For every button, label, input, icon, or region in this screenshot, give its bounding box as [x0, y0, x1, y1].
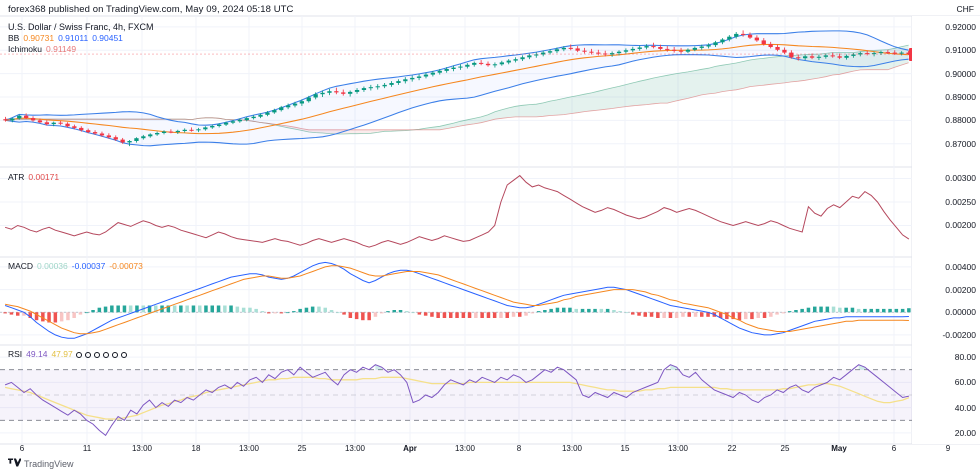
time-axis-label: 13:00 [561, 444, 583, 453]
rsi-setting-dot-icon [102, 351, 109, 358]
legend-ichimoku-value-1: 0.91149 [46, 44, 77, 54]
rsi-setting-dot-icon [84, 351, 91, 358]
legend-macd-value-1: 0.00036 [37, 261, 68, 271]
axis-tick-label: 0.92000 [945, 21, 976, 32]
time-axis-label: 15 [620, 444, 630, 453]
time-axis-label: 9 [945, 444, 951, 453]
time-axis-label: 6 [891, 444, 897, 453]
legend-bb-label: BB [8, 33, 20, 43]
price-axis-currency: CHF [956, 4, 974, 14]
time-axis-label: 25 [780, 444, 790, 453]
axis-tick-label: 20.00 [954, 427, 976, 438]
time-axis-label: Apr [403, 444, 417, 453]
legend-ichimoku-label: Ichimoku [8, 44, 43, 54]
rsi-setting-dot-icon [120, 351, 127, 358]
tradingview-logo: TradingView [8, 458, 74, 469]
symbol-title[interactable]: U.S. Dollar / Swiss Franc, 4h, FXCM [8, 22, 154, 32]
legend-macd-value-2: -0.00037 [71, 261, 106, 271]
rsi-setting-dot-icon [111, 351, 118, 358]
axis-tick-label: 0.91000 [945, 45, 976, 56]
axis-tick-label: 80.00 [954, 352, 976, 363]
time-axis-label: 6 [19, 444, 25, 453]
time-axis-label: 22 [727, 444, 737, 453]
legend-macd[interactable]: MACD 0.00036 -0.00037 -0.00073 [8, 261, 143, 272]
legend-rsi-value-2: 47.97 [51, 349, 73, 359]
axis-tick-label: 0.89000 [945, 92, 976, 103]
axis-tick-label: -0.00200 [942, 329, 976, 340]
legend-rsi[interactable]: RSI 49.14 47.97 [8, 349, 127, 360]
legend-atr[interactable]: ATR 0.00171 [8, 172, 59, 183]
legend-bb-value-1: 0.90731 [23, 33, 55, 43]
price-axis[interactable]: 0.92000 0.91000 0.90000 0.89000 0.88000 0.870… [912, 16, 980, 444]
legend-rsi-value-1: 49.14 [26, 349, 48, 359]
attribution-text: forex368 published on TradingView.com, M… [8, 4, 294, 15]
legend-ichimoku[interactable]: Ichimoku 0.91149 [8, 44, 76, 55]
legend-bollinger-bands[interactable]: BB 0.90731 0.91011 0.90451 [8, 33, 123, 44]
time-axis-label: 13:00 [131, 444, 153, 453]
axis-tick-label: 0.00200 [945, 220, 976, 231]
time-axis-label: 13:00 [238, 444, 260, 453]
axis-tick-label: 0.00400 [945, 261, 976, 272]
time-axis-label: May [831, 444, 847, 453]
legend-bb-value-2: 0.91011 [58, 33, 89, 43]
time-axis-label: 25 [297, 444, 307, 453]
axis-tick-label: 60.00 [954, 377, 976, 388]
time-axis-label: 13:00 [344, 444, 366, 453]
axis-tick-label: 0.90000 [945, 68, 976, 79]
time-axis-label: 13:00 [667, 444, 689, 453]
axis-tick-label: 0.87000 [945, 138, 976, 149]
time-axis[interactable]: 6 11 13:00 18 13:00 25 13:00 Apr 13:00 8 13:00 15 13… [0, 444, 980, 458]
time-axis-label: 8 [516, 444, 522, 453]
legend-macd-value-3: -0.00073 [109, 261, 143, 271]
rsi-setting-dot-icon [75, 351, 82, 358]
axis-tick-label: 0.00200 [945, 284, 976, 295]
legend-rsi-label: RSI [8, 349, 23, 359]
axis-tick-label: 0.00250 [945, 196, 976, 207]
axis-tick-label: 0.00000 [945, 307, 976, 318]
time-axis-label: 18 [191, 444, 201, 453]
axis-tick-label: 40.00 [954, 402, 976, 413]
legend-bb-value-3: 0.90451 [92, 33, 123, 43]
time-axis-label: 13:00 [454, 444, 476, 453]
tradingview-wordmark: TradingView [24, 458, 74, 469]
axis-tick-label: 0.88000 [945, 115, 976, 126]
legend-atr-value-1: 0.00171 [28, 172, 60, 182]
tradingview-mark-icon [8, 458, 22, 469]
time-axis-label: 11 [82, 444, 92, 453]
axis-tick-label: 0.00300 [945, 173, 976, 184]
legend-atr-label: ATR [8, 172, 25, 182]
rsi-setting-dot-icon [93, 351, 100, 358]
legend-macd-label: MACD [8, 261, 34, 271]
